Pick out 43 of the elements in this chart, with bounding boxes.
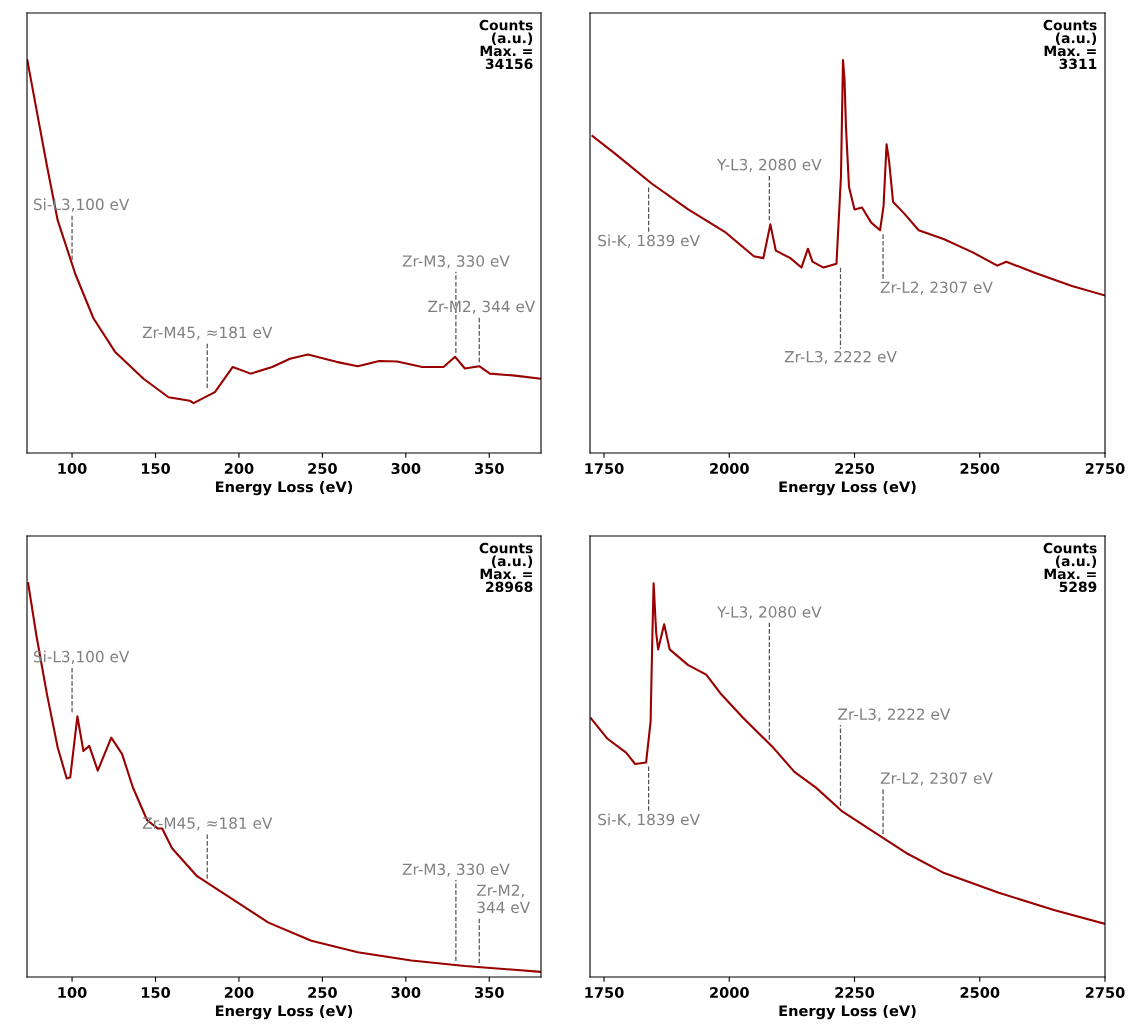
x-tick-label: 250 bbox=[308, 986, 337, 999]
x-tick-label: 350 bbox=[475, 462, 504, 475]
ref-line-label: Si-K, 1839 eV bbox=[598, 234, 700, 248]
x-tick-label: 200 bbox=[224, 462, 254, 475]
x-tick-label: 100 bbox=[58, 462, 87, 475]
ref-line-label: Zr-M2, 344 eV bbox=[428, 300, 536, 314]
x-tick-label: 1750 bbox=[585, 462, 624, 475]
ref-line-label: Si-K, 1839 eV bbox=[598, 813, 700, 827]
ref-line-label: Zr-L2, 2307 eV bbox=[880, 281, 993, 295]
ref-line-label: Zr-L3, 2222 eV bbox=[784, 350, 897, 365]
x-tick-label: 2250 bbox=[835, 986, 875, 999]
x-tick-label: 2750 bbox=[1085, 986, 1125, 999]
x-tick-label: 1750 bbox=[585, 986, 624, 999]
x-tick-label: 2500 bbox=[960, 462, 1000, 475]
x-tick-label: 2250 bbox=[835, 462, 875, 475]
annotation: Counts (a.u.) Max. = 28968 bbox=[479, 542, 533, 593]
annotation: Counts (a.u.) Max. = 5289 bbox=[1043, 542, 1097, 593]
x-tick-label: 150 bbox=[141, 986, 171, 999]
ref-line-label: Zr-L3, 2222 eV bbox=[838, 708, 951, 722]
ref-line-label: Zr-M2, 344 eV bbox=[476, 884, 530, 914]
annotation: Counts (a.u.) Max. = 3311 bbox=[1043, 19, 1097, 70]
x-tick-label: 150 bbox=[141, 462, 171, 475]
ref-line-label: Zr-M3, 330 eV bbox=[402, 863, 510, 877]
x-axis-title: Energy Loss (eV) bbox=[215, 1005, 353, 1020]
x-tick-label: 2500 bbox=[960, 986, 1000, 999]
x-tick-label: 350 bbox=[475, 986, 504, 999]
ref-line-label: Zr-L2, 2307 eV bbox=[880, 772, 993, 786]
x-tick-label: 200 bbox=[224, 986, 254, 999]
ref-line-label: Zr-M45, ≈181 eV bbox=[142, 326, 273, 340]
x-tick-label: 300 bbox=[391, 986, 421, 999]
x-tick-label: 2000 bbox=[710, 462, 749, 475]
x-axis-title: Energy Loss (eV) bbox=[779, 481, 916, 496]
annotation: Counts (a.u.) Max. = 34156 bbox=[479, 19, 533, 70]
x-tick-label: 300 bbox=[391, 462, 421, 475]
ref-line-label: Zr-M3, 330 eV bbox=[402, 255, 510, 269]
x-axis-title: Energy Loss (eV) bbox=[215, 481, 353, 496]
x-tick-label: 100 bbox=[58, 986, 87, 999]
ref-line-label: Y-L3, 2080 eV bbox=[717, 158, 822, 172]
x-axis-title: Energy Loss (eV) bbox=[779, 1005, 916, 1020]
x-tick-label: 250 bbox=[308, 462, 337, 475]
ref-line-label: Y-L3, 2080 eV bbox=[717, 606, 822, 620]
x-tick-label: 2000 bbox=[710, 986, 749, 999]
x-tick-label: 2750 bbox=[1085, 462, 1125, 475]
